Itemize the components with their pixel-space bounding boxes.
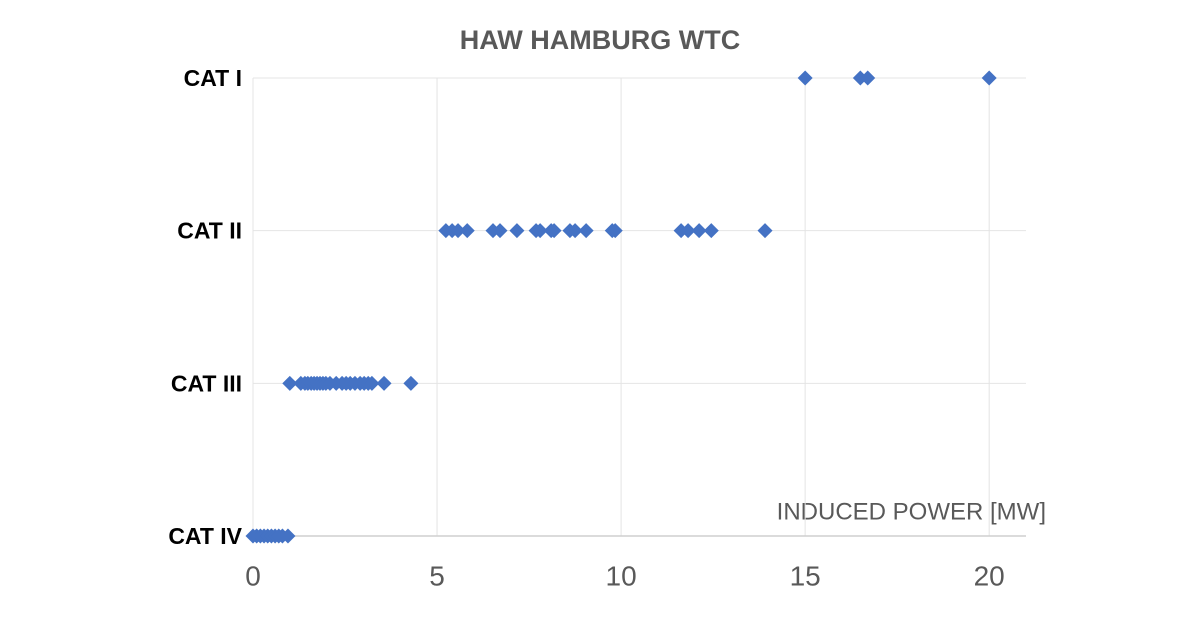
data-point <box>860 70 876 86</box>
y-tick-label: CAT I <box>184 65 242 91</box>
data-point <box>364 375 380 391</box>
data-point <box>403 375 419 391</box>
x-tick-label: 0 <box>245 560 261 591</box>
y-tick-label: CAT IV <box>168 523 242 549</box>
data-point <box>492 223 508 239</box>
data-point <box>797 70 813 86</box>
data-point <box>509 223 525 239</box>
x-tick-label: 20 <box>974 560 1005 591</box>
x-tick-label: 10 <box>606 560 637 591</box>
data-point <box>691 223 707 239</box>
x-tick-label: 15 <box>790 560 821 591</box>
data-point <box>282 375 298 391</box>
data-point <box>376 375 392 391</box>
x-axis-title: INDUCED POWER [MW] <box>777 498 1046 525</box>
data-point <box>567 223 583 239</box>
data-point <box>532 223 548 239</box>
y-tick-label: CAT III <box>171 370 242 396</box>
data-point <box>703 223 719 239</box>
data-point <box>459 223 475 239</box>
chart-title: HAW HAMBURG WTC <box>460 25 740 55</box>
data-point <box>607 223 623 239</box>
data-point <box>450 223 466 239</box>
data-point <box>757 223 773 239</box>
data-point <box>546 223 562 239</box>
x-tick-label: 5 <box>429 560 445 591</box>
data-point <box>680 223 696 239</box>
y-tick-label: CAT II <box>177 218 242 244</box>
data-point <box>981 70 997 86</box>
data-point <box>578 223 594 239</box>
data-point <box>280 528 296 544</box>
